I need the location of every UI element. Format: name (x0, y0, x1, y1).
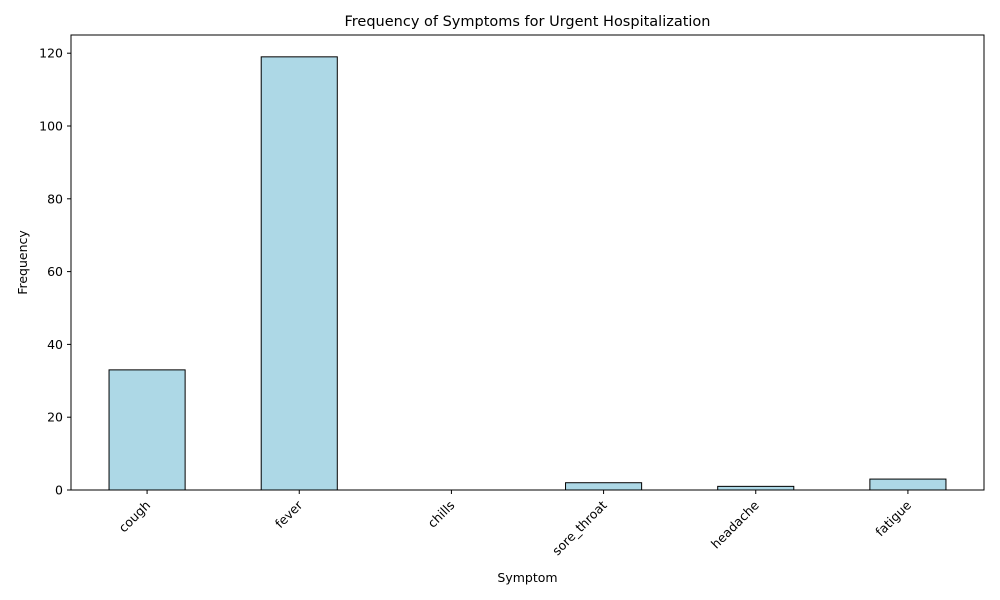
bar-sore_throat (565, 482, 643, 491)
y-tick-label: 60 (47, 264, 63, 279)
y-axis-label: Frequency (15, 230, 30, 295)
x-tick-label: cough (116, 498, 154, 536)
x-tick-label: sore_throat (549, 497, 610, 558)
y-tick-label: 20 (47, 410, 63, 425)
bar-fatigue (869, 478, 947, 491)
y-axis-ticks: 0 20 40 60 80 100 120 (39, 46, 71, 498)
bar-headache (717, 485, 795, 491)
x-tick-label: headache (708, 497, 762, 551)
y-tick-label: 120 (39, 46, 63, 61)
bar-cough (108, 369, 186, 491)
x-axis-label: Symptom (497, 570, 557, 585)
bar-fever (260, 56, 338, 491)
y-tick-label: 40 (47, 337, 63, 352)
bars-layer (108, 56, 947, 491)
x-tick-label: fever (272, 497, 306, 531)
y-tick-label: 0 (55, 483, 63, 498)
y-tick-label: 100 (39, 119, 63, 134)
plot-area-frame (70, 34, 985, 491)
x-tick-label: chills (424, 498, 457, 531)
x-tick-label: fatigue (872, 497, 914, 539)
y-tick-label: 80 (47, 191, 63, 206)
x-axis-ticks: cough fever chills sore_throat headache fatig… (116, 490, 914, 558)
chart-title: Frequency of Symptoms for Urgent Hospita… (345, 14, 711, 30)
